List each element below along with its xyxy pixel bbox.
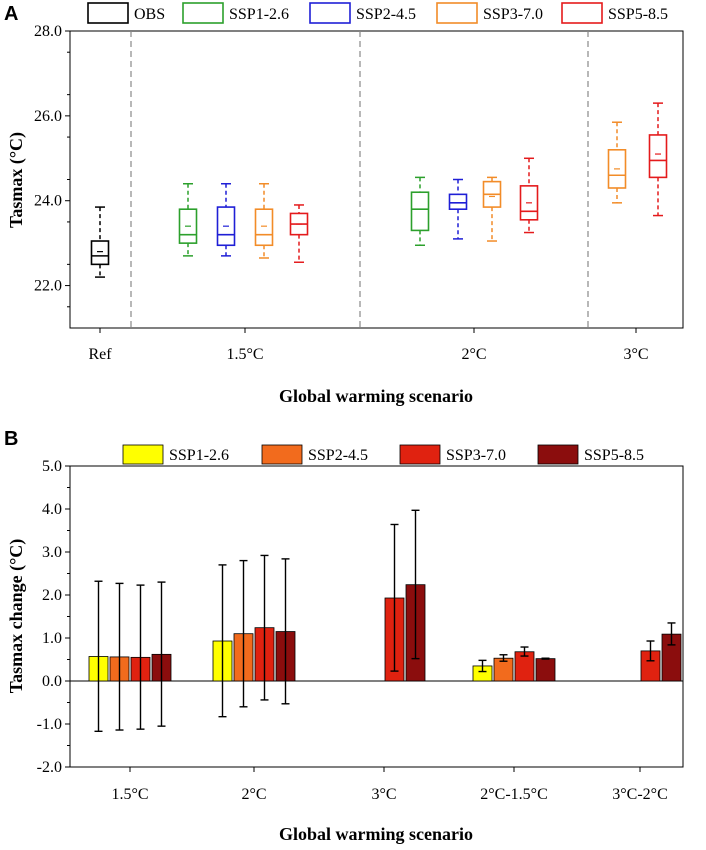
- legend-b-swatch: [399, 444, 441, 465]
- bar-3°C-SSP3-7.0: [384, 523, 405, 682]
- legend-a-item: SSP3-7.0: [436, 2, 543, 24]
- bar-2°C-SSP2-4.5: [233, 559, 254, 708]
- panel-a-x-label: Global warming scenario: [279, 386, 473, 406]
- legend-a: OBS SSP1-2.6 SSP2-4.5 SSP3-7.0 SSP5-8.5: [87, 2, 668, 24]
- legend-a-label: OBS: [134, 6, 165, 23]
- box-iqr: [254, 208, 274, 247]
- legend-a-swatch: [436, 2, 478, 24]
- bar-1.5°C-SSP1-2.6: [88, 580, 109, 733]
- x-tick-label: 1.5°C: [226, 346, 263, 363]
- y-tick-label: 28.0: [34, 23, 62, 40]
- x-tick-label: 1.5°C: [111, 786, 148, 803]
- box-2°C-SSP5-8.5: [519, 157, 539, 234]
- panel-b-x-ticks: 1.5°C 2°C 3°C 2°C-1.5°C 3°C-2°C: [111, 767, 668, 803]
- panel-a-y-ticks: 22.0 24.0 26.0 28.0: [34, 23, 70, 308]
- legend-a-label: SSP5-8.5: [608, 6, 668, 23]
- legend-b-item: SSP3-7.0: [399, 444, 506, 465]
- panel-a-frame: [69, 30, 684, 329]
- bar-3°C-2°C-SSP5-8.5: [661, 622, 682, 682]
- legend-b-swatch: [122, 444, 164, 465]
- panel-b-letter: B: [4, 428, 18, 450]
- legend-b-item: SSP1-2.6: [122, 444, 229, 465]
- y-tick-label: 0.0: [42, 673, 62, 690]
- legend-a-item: SSP2-4.5: [309, 2, 416, 24]
- y-tick-label: 5.0: [42, 458, 62, 475]
- bar-2°C-SSP5-8.5: [275, 558, 296, 705]
- box-1.5°C-SSP1-2.6: [178, 182, 198, 257]
- legend-a-item: SSP1-2.6: [182, 2, 289, 24]
- y-tick-label: 26.0: [34, 108, 62, 125]
- box-iqr: [410, 191, 430, 232]
- bar-3°C-SSP5-8.5: [405, 509, 426, 682]
- legend-b-label: SSP2-4.5: [308, 447, 368, 464]
- box-iqr: [90, 240, 110, 266]
- panel-a-x-ticks: Ref 1.5°C 2°C 3°C: [88, 328, 649, 363]
- legend-b-item: SSP5-8.5: [537, 444, 644, 465]
- panel-a-y-label: Tasmax (°C): [6, 132, 27, 228]
- box-1.5°C-SSP3-7.0: [254, 182, 274, 259]
- panel-b-y-label: Tasmax change (°C): [6, 539, 27, 694]
- bar-3°C-2°C-SSP3-7.0: [640, 640, 661, 682]
- bar-2°C-1.5°C-SSP2-4.5: [493, 654, 514, 682]
- legend-b-label: SSP1-2.6: [169, 447, 229, 464]
- legend-a-label: SSP1-2.6: [229, 6, 289, 23]
- legend-a-swatch: [87, 2, 129, 24]
- box-2°C-SSP1-2.6: [410, 176, 430, 247]
- box-Ref-OBS: [90, 206, 110, 278]
- box-2°C-SSP2-4.5: [448, 178, 468, 240]
- box-iqr: [448, 193, 468, 211]
- box-2°C-SSP3-7.0: [482, 176, 502, 242]
- legend-b: SSP1-2.6 SSP2-4.5 SSP3-7.0 SSP5-8.5: [122, 444, 644, 465]
- box-iqr: [648, 134, 668, 179]
- panel-b-y-ticks: -2.0 -1.0 0.0 1.0 2.0 3.0 4.0 5.0: [37, 458, 70, 776]
- legend-b-item: SSP2-4.5: [261, 444, 368, 465]
- legend-b-swatch: [537, 444, 579, 465]
- box-1.5°C-SSP2-4.5: [216, 182, 236, 257]
- legend-b-label: SSP5-8.5: [584, 447, 644, 464]
- box-3°C-SSP5-8.5: [648, 102, 668, 217]
- bar-1.5°C-SSP3-7.0: [130, 584, 151, 730]
- legend-a-label: SSP2-4.5: [356, 6, 416, 23]
- box-3°C-SSP3-7.0: [607, 121, 627, 204]
- legend-b-swatch: [261, 444, 303, 465]
- y-tick-label: 24.0: [34, 193, 62, 210]
- bar-2°C-1.5°C-SSP1-2.6: [472, 659, 493, 682]
- legend-a-swatch: [309, 2, 351, 24]
- y-tick-label: 22.0: [34, 278, 62, 295]
- legend-a-swatch: [182, 2, 224, 24]
- legend-a-item: OBS: [87, 2, 165, 24]
- bar-2°C-SSP3-7.0: [254, 554, 275, 701]
- panel-a-boxes: [90, 102, 668, 278]
- bar-1.5°C-SSP2-4.5: [109, 582, 130, 731]
- bar-1.5°C-SSP5-8.5: [151, 581, 172, 727]
- y-tick-label: 2.0: [42, 587, 62, 604]
- panel-a-letter: A: [4, 3, 18, 25]
- box-1.5°C-SSP5-8.5: [289, 204, 309, 263]
- x-tick-label: 3°C-2°C: [612, 786, 667, 803]
- y-tick-label: -2.0: [37, 759, 62, 776]
- x-tick-label: Ref: [88, 346, 112, 363]
- bar-2°C-1.5°C-SSP3-7.0: [514, 646, 535, 682]
- panel-b-x-label: Global warming scenario: [279, 824, 473, 844]
- x-tick-label: 2°C: [461, 346, 486, 363]
- panel-b-bars: [88, 509, 682, 733]
- y-tick-label: -1.0: [37, 716, 62, 733]
- y-tick-label: 1.0: [42, 630, 62, 647]
- legend-a-swatch: [561, 2, 603, 24]
- legend-b-label: SSP3-7.0: [446, 447, 506, 464]
- x-tick-label: 2°C-1.5°C: [480, 786, 547, 803]
- bar-2°C-1.5°C-SSP5-8.5: [535, 657, 556, 682]
- bar-2°C-SSP1-2.6: [212, 564, 233, 718]
- x-tick-label: 3°C: [623, 346, 648, 363]
- legend-a-item: SSP5-8.5: [561, 2, 668, 24]
- y-tick-label: 4.0: [42, 501, 62, 518]
- legend-a-label: SSP3-7.0: [483, 6, 543, 23]
- y-tick-label: 3.0: [42, 544, 62, 561]
- x-tick-label: 3°C: [371, 786, 396, 803]
- bar: [535, 658, 556, 682]
- x-tick-label: 2°C: [241, 786, 266, 803]
